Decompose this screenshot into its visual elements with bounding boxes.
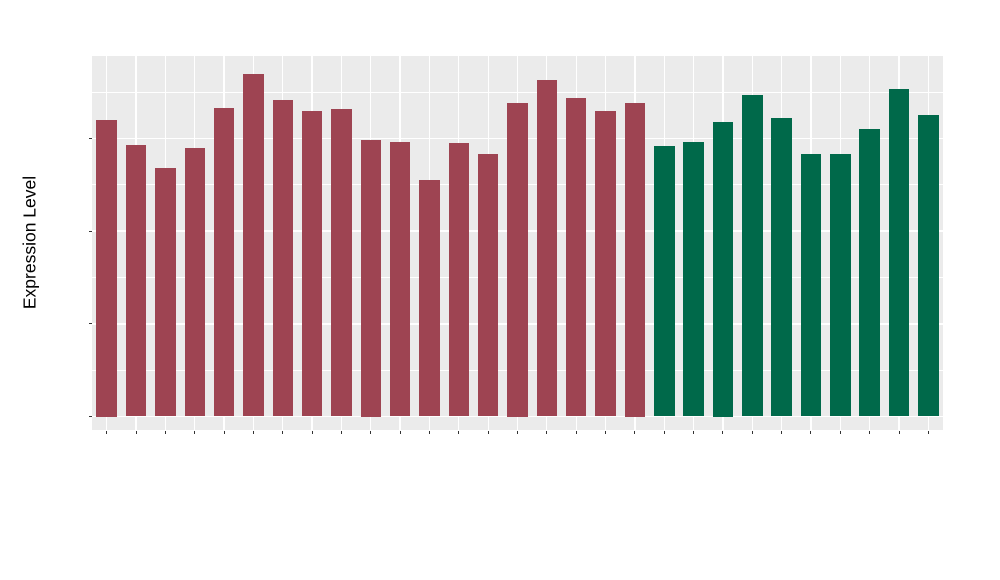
bar: [243, 73, 264, 417]
x-tick-mark: [370, 430, 372, 434]
bar: [507, 103, 528, 417]
x-tick-mark: [399, 430, 401, 434]
x-tick-mark: [781, 430, 783, 434]
x-tick-mark: [634, 430, 636, 434]
y-tick-mark: [88, 416, 92, 417]
bar: [654, 146, 675, 417]
x-tick-mark: [869, 430, 871, 434]
x-tick-mark: [487, 430, 489, 434]
bar: [536, 79, 558, 417]
x-tick-mark: [429, 430, 430, 434]
y-axis-title: Expression Level: [19, 175, 40, 310]
x-tick-mark: [898, 430, 900, 434]
bar: [565, 98, 587, 417]
bar: [184, 147, 205, 417]
x-tick-mark: [693, 430, 695, 434]
x-tick-mark: [194, 430, 196, 434]
y-tick-mark: [88, 323, 92, 325]
bar: [331, 109, 352, 417]
x-tick-mark: [252, 430, 254, 434]
bar: [830, 153, 851, 417]
bar: [419, 180, 440, 417]
bar: [595, 110, 616, 417]
bar: [771, 118, 792, 417]
bar: [448, 143, 470, 417]
y-tick-mark: [88, 138, 92, 139]
bar: [155, 167, 176, 417]
x-tick-mark: [311, 430, 313, 434]
bar: [712, 121, 734, 417]
x-tick-mark: [106, 430, 108, 434]
bar: [272, 99, 293, 417]
x-tick-mark: [164, 430, 166, 434]
bar: [859, 129, 880, 417]
bar: [742, 95, 763, 417]
x-tick-mark: [839, 430, 841, 434]
bar: [125, 144, 147, 417]
bar: [477, 153, 499, 417]
x-tick-mark: [546, 430, 548, 434]
bar: [683, 141, 704, 417]
x-tick-mark: [722, 430, 724, 434]
bar: [389, 141, 411, 417]
bar: [888, 89, 910, 417]
x-tick-mark: [458, 430, 460, 434]
x-tick-mark: [751, 430, 753, 434]
bar: [624, 103, 646, 417]
x-tick-mark: [605, 430, 606, 434]
x-tick-mark: [517, 430, 518, 434]
bar: [96, 120, 117, 417]
bar: [213, 107, 235, 417]
x-tick-mark: [282, 430, 284, 434]
x-tick-mark: [575, 430, 577, 434]
y-tick-mark: [88, 230, 92, 232]
x-tick-mark: [340, 430, 342, 434]
bar: [360, 140, 381, 417]
bar: [301, 110, 323, 417]
gridline-minor: [92, 91, 943, 93]
bar: [800, 153, 822, 417]
x-tick-mark: [663, 430, 665, 434]
bar: [918, 115, 939, 417]
x-tick-mark: [810, 430, 812, 434]
x-tick-mark: [223, 430, 225, 434]
gridline-major: [92, 415, 943, 418]
x-tick-mark: [927, 430, 929, 434]
x-tick-mark: [135, 430, 137, 434]
